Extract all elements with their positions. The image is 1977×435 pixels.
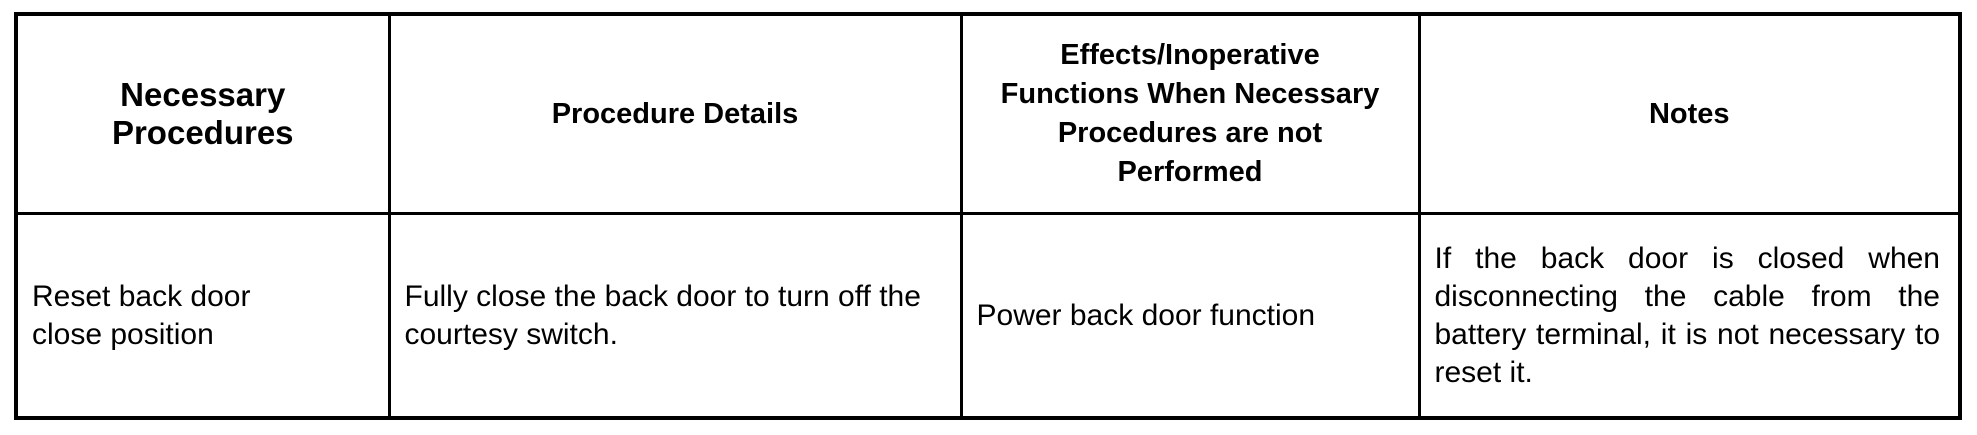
header-necessary-procedures: Necessary Procedures bbox=[14, 12, 391, 215]
cell-procedure-details: Fully close the back door to turn off th… bbox=[387, 212, 963, 420]
cell-notes: If the back door is closed when disconne… bbox=[1417, 212, 1962, 420]
header-effects: Effects/Inoperative Functions When Neces… bbox=[959, 12, 1421, 215]
cell-necessary-procedure: Reset back door close position bbox=[14, 212, 391, 420]
procedures-table: Necessary Procedures Procedure Details E… bbox=[14, 12, 1962, 420]
cell-effects: Power back door function bbox=[959, 212, 1421, 420]
header-row: Necessary Procedures Procedure Details E… bbox=[14, 12, 1962, 215]
header-procedure-details: Procedure Details bbox=[387, 12, 963, 215]
header-notes: Notes bbox=[1417, 12, 1962, 215]
table-row: Reset back door close position Fully clo… bbox=[14, 212, 1962, 420]
